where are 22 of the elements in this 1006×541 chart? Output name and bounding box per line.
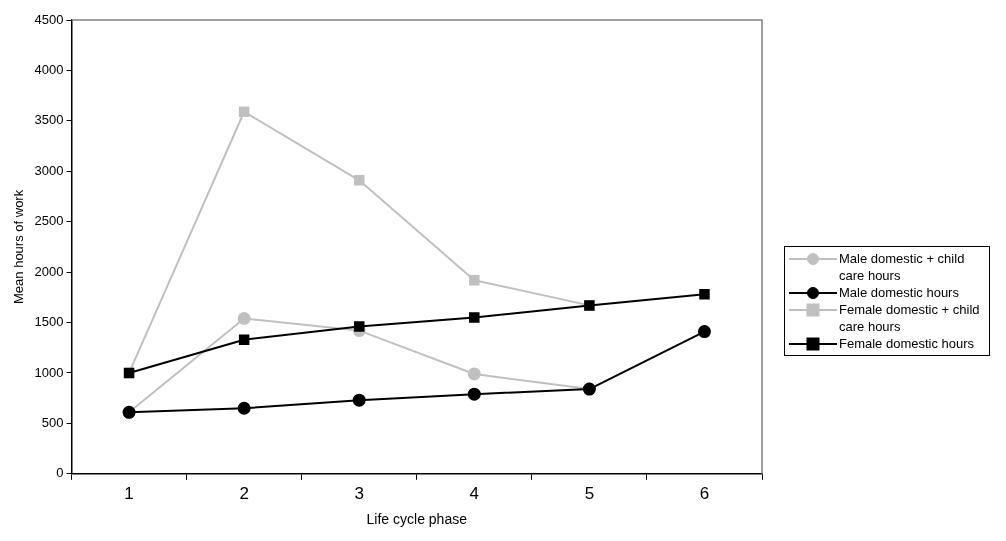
x-axis-title: Life cycle phase [366,511,468,528]
y-tick-label: 500 [41,414,64,430]
y-tick-label: 4000 [34,62,64,77]
y-tick-label: 1000 [34,364,64,380]
x-tick-label: 5 [584,483,595,503]
x-tick-label: 1 [124,483,134,503]
x-tick-label: 2 [239,483,249,503]
y-tick-label: 2000 [34,263,64,279]
y-tick-label: 4500 [34,11,64,27]
x-tick-label: 3 [354,483,364,503]
legend-label: Female domestic + child care hours [838,300,981,335]
y-tick-label: 3500 [34,112,64,128]
legend-label: Male domestic hours [838,283,959,301]
y-tick-label: 3000 [34,162,64,178]
legend-label: Female domestic hours [838,334,975,352]
y-tick-label: 1500 [34,314,64,330]
x-tick-label: 4 [469,483,480,503]
x-tick-label: 6 [699,483,710,503]
legend-label: Male domestic + child care hours [838,249,966,284]
y-tick-label: 2500 [34,213,64,229]
y-axis-title: Mean hours of work [11,189,27,304]
y-tick-label: 0 [56,465,64,481]
